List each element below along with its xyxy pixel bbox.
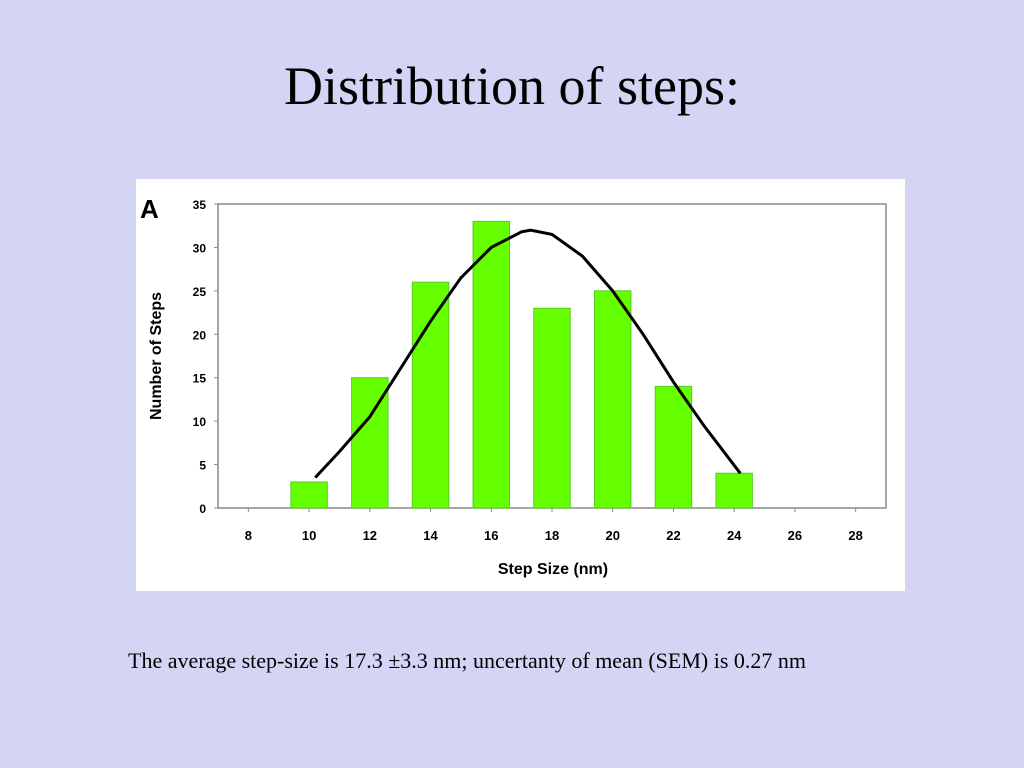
y-tick-label: 5 bbox=[199, 459, 206, 473]
fit-curve bbox=[314, 228, 742, 479]
bar bbox=[654, 385, 693, 509]
y-tick-label: 25 bbox=[193, 285, 207, 299]
y-tick-label: 0 bbox=[199, 502, 206, 516]
bar bbox=[290, 481, 328, 509]
bar bbox=[594, 290, 632, 509]
y-axis-label: Number of Steps bbox=[148, 292, 165, 420]
y-tick-label: 35 bbox=[193, 198, 207, 212]
x-tick-label: 20 bbox=[605, 528, 619, 543]
y-tick-label: 30 bbox=[193, 241, 207, 255]
bar bbox=[472, 220, 510, 509]
x-tick-label: 14 bbox=[423, 528, 438, 543]
slide-title: Distribution of steps: bbox=[284, 56, 740, 116]
y-tick-label: 15 bbox=[193, 372, 207, 386]
bar bbox=[411, 281, 450, 509]
x-tick-label: 8 bbox=[245, 528, 252, 543]
x-tick-label: 24 bbox=[727, 528, 742, 543]
x-tick-label: 16 bbox=[484, 528, 498, 543]
y-tick-label: 20 bbox=[193, 328, 207, 342]
y-tick-label: 10 bbox=[193, 415, 207, 429]
x-tick-label: 28 bbox=[848, 528, 862, 543]
bar bbox=[533, 307, 571, 509]
x-tick-label: 12 bbox=[363, 528, 377, 543]
panel-label: A bbox=[140, 194, 159, 224]
x-tick-label: 10 bbox=[302, 528, 316, 543]
caption: The average step-size is 17.3 ±3.3 nm; u… bbox=[128, 648, 807, 673]
bar bbox=[715, 472, 753, 509]
caption-box: The average step-size is 17.3 ±3.3 nm; u… bbox=[128, 648, 807, 673]
x-tick-label: 18 bbox=[545, 528, 559, 543]
x-tick-label: 26 bbox=[788, 528, 802, 543]
chart-background bbox=[136, 179, 905, 591]
x-tick-label: 22 bbox=[666, 528, 680, 543]
x-axis-label: Step Size (nm) bbox=[498, 561, 608, 578]
